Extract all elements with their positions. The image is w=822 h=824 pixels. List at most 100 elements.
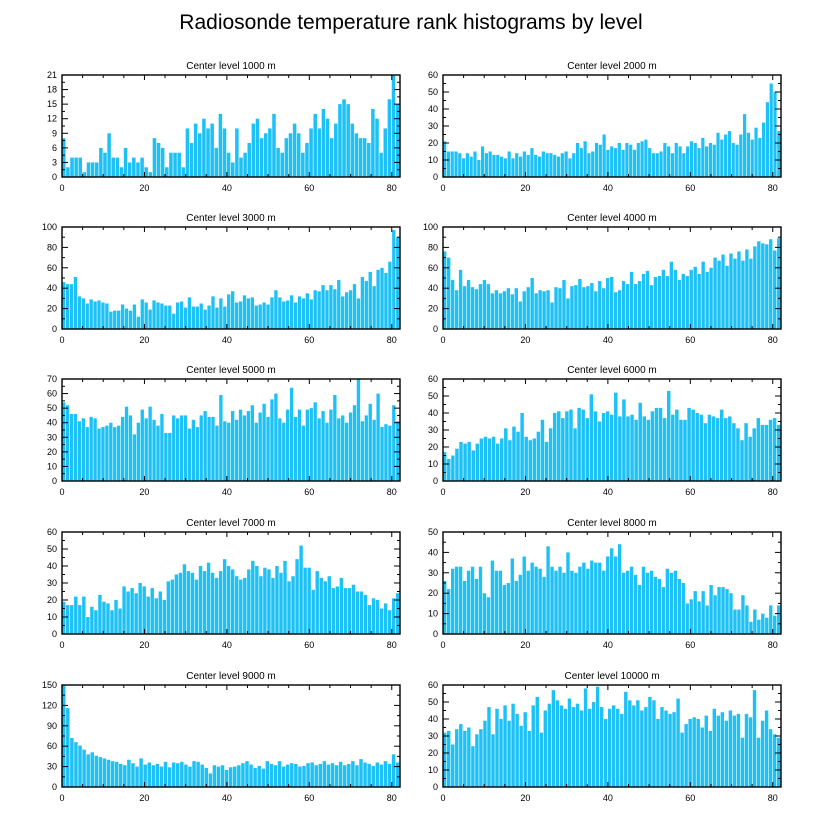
histogram-bar — [360, 421, 365, 481]
histogram-bar — [621, 572, 626, 634]
histogram-bar — [315, 571, 319, 634]
histogram-bar — [601, 413, 606, 481]
histogram-bar — [251, 560, 255, 634]
x-tick-label: 80 — [768, 640, 778, 650]
histogram-bar — [622, 399, 626, 481]
histogram-bar — [673, 269, 678, 329]
histogram-bar — [689, 141, 694, 177]
histogram-bar — [491, 436, 496, 481]
histogram-bar — [94, 755, 99, 787]
y-tick-label: 60 — [428, 263, 438, 273]
histogram-bar — [168, 432, 172, 481]
histogram-bar — [224, 770, 229, 787]
x-tick-label: 60 — [685, 183, 695, 193]
histogram-bar — [346, 104, 350, 177]
histogram-bar — [391, 75, 396, 177]
histogram-bar — [178, 572, 183, 634]
histogram-bar — [550, 302, 554, 329]
histogram-bar — [733, 609, 737, 634]
histogram-bar — [544, 441, 549, 481]
histogram-bar — [523, 712, 527, 787]
histogram-bar — [756, 418, 761, 481]
histogram-bar — [760, 720, 765, 787]
y-tick-label: 20 — [47, 304, 57, 314]
histogram-bar — [506, 583, 510, 634]
histogram-bar — [208, 773, 213, 787]
histogram-bar — [74, 742, 78, 787]
histogram-bar — [534, 154, 538, 177]
histogram-bar — [192, 761, 196, 787]
histogram-bar — [769, 83, 773, 177]
histogram-bar — [271, 577, 275, 634]
histogram-bar — [396, 237, 400, 329]
y-tick-label: 30 — [428, 121, 438, 131]
histogram-bar — [645, 270, 650, 329]
histogram-bar — [334, 765, 339, 787]
x-tick-label: 60 — [685, 487, 695, 497]
x-tick-label: 20 — [520, 640, 530, 650]
histogram-bar — [602, 570, 606, 634]
histogram-bar — [94, 162, 99, 177]
histogram-bar — [616, 708, 620, 787]
histogram-bar — [636, 700, 640, 787]
histogram-bar — [66, 708, 70, 787]
histogram-bar — [617, 544, 622, 634]
histogram-bar — [93, 418, 97, 481]
histogram-bar — [380, 427, 384, 481]
histogram-bar — [724, 134, 728, 177]
histogram-bar — [325, 422, 329, 481]
histogram-bar — [550, 566, 554, 634]
histogram-bar — [545, 153, 549, 177]
histogram-bar — [246, 411, 251, 481]
histogram-bar — [379, 608, 384, 634]
histogram-bar — [678, 146, 682, 177]
histogram-bar — [455, 448, 459, 481]
histogram-bar — [136, 162, 140, 177]
histogram-bar — [139, 758, 143, 787]
histogram-bar — [356, 298, 361, 329]
histogram-bar — [708, 730, 712, 787]
y-tick-label: 40 — [428, 283, 438, 293]
histogram-bar — [183, 307, 188, 329]
histogram-bar — [447, 730, 451, 787]
histogram-bar — [160, 413, 164, 481]
histogram-bar — [142, 586, 146, 634]
histogram-bar — [508, 440, 512, 481]
histogram-bar — [387, 763, 392, 787]
histogram-bar — [648, 148, 652, 177]
histogram-bar — [491, 734, 495, 787]
histogram-bar — [542, 576, 546, 634]
histogram-bar — [477, 160, 481, 177]
histogram-bar — [379, 764, 384, 787]
histogram-bar — [579, 710, 584, 787]
histogram-bar — [253, 767, 257, 787]
histogram-bar — [754, 127, 758, 177]
histogram-bar — [110, 761, 115, 787]
histogram-bar — [757, 619, 761, 634]
histogram-bar — [164, 432, 168, 481]
histogram-bar — [728, 710, 733, 787]
histogram-bar — [704, 715, 708, 787]
histogram-bar — [610, 146, 614, 177]
histogram-bar — [487, 707, 491, 787]
histogram-bar — [94, 610, 98, 634]
histogram-bar — [510, 558, 514, 634]
histogram-bar — [148, 406, 152, 481]
histogram-bar — [705, 146, 709, 177]
y-tick-label: 40 — [47, 418, 57, 428]
histogram-bar — [188, 766, 192, 787]
y-tick-label: 30 — [428, 568, 438, 578]
histogram-bar — [594, 562, 598, 634]
histogram-bar — [274, 393, 278, 481]
histogram-bar — [492, 154, 496, 177]
histogram-bar — [683, 419, 687, 481]
histogram-bar — [132, 434, 137, 481]
histogram-bar — [166, 581, 171, 634]
histogram-bar — [199, 415, 203, 481]
histogram-bar — [591, 702, 596, 787]
histogram-bar — [218, 113, 223, 177]
histogram-bar — [764, 424, 769, 481]
histogram-bar — [313, 290, 317, 329]
histogram-bar — [97, 300, 101, 329]
histogram-bar — [343, 588, 348, 634]
